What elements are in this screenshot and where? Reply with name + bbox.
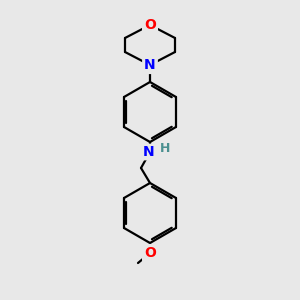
Text: O: O — [144, 18, 156, 32]
Text: N: N — [143, 145, 155, 159]
Text: O: O — [144, 246, 156, 260]
Text: H: H — [160, 142, 170, 155]
Text: N: N — [144, 58, 156, 72]
